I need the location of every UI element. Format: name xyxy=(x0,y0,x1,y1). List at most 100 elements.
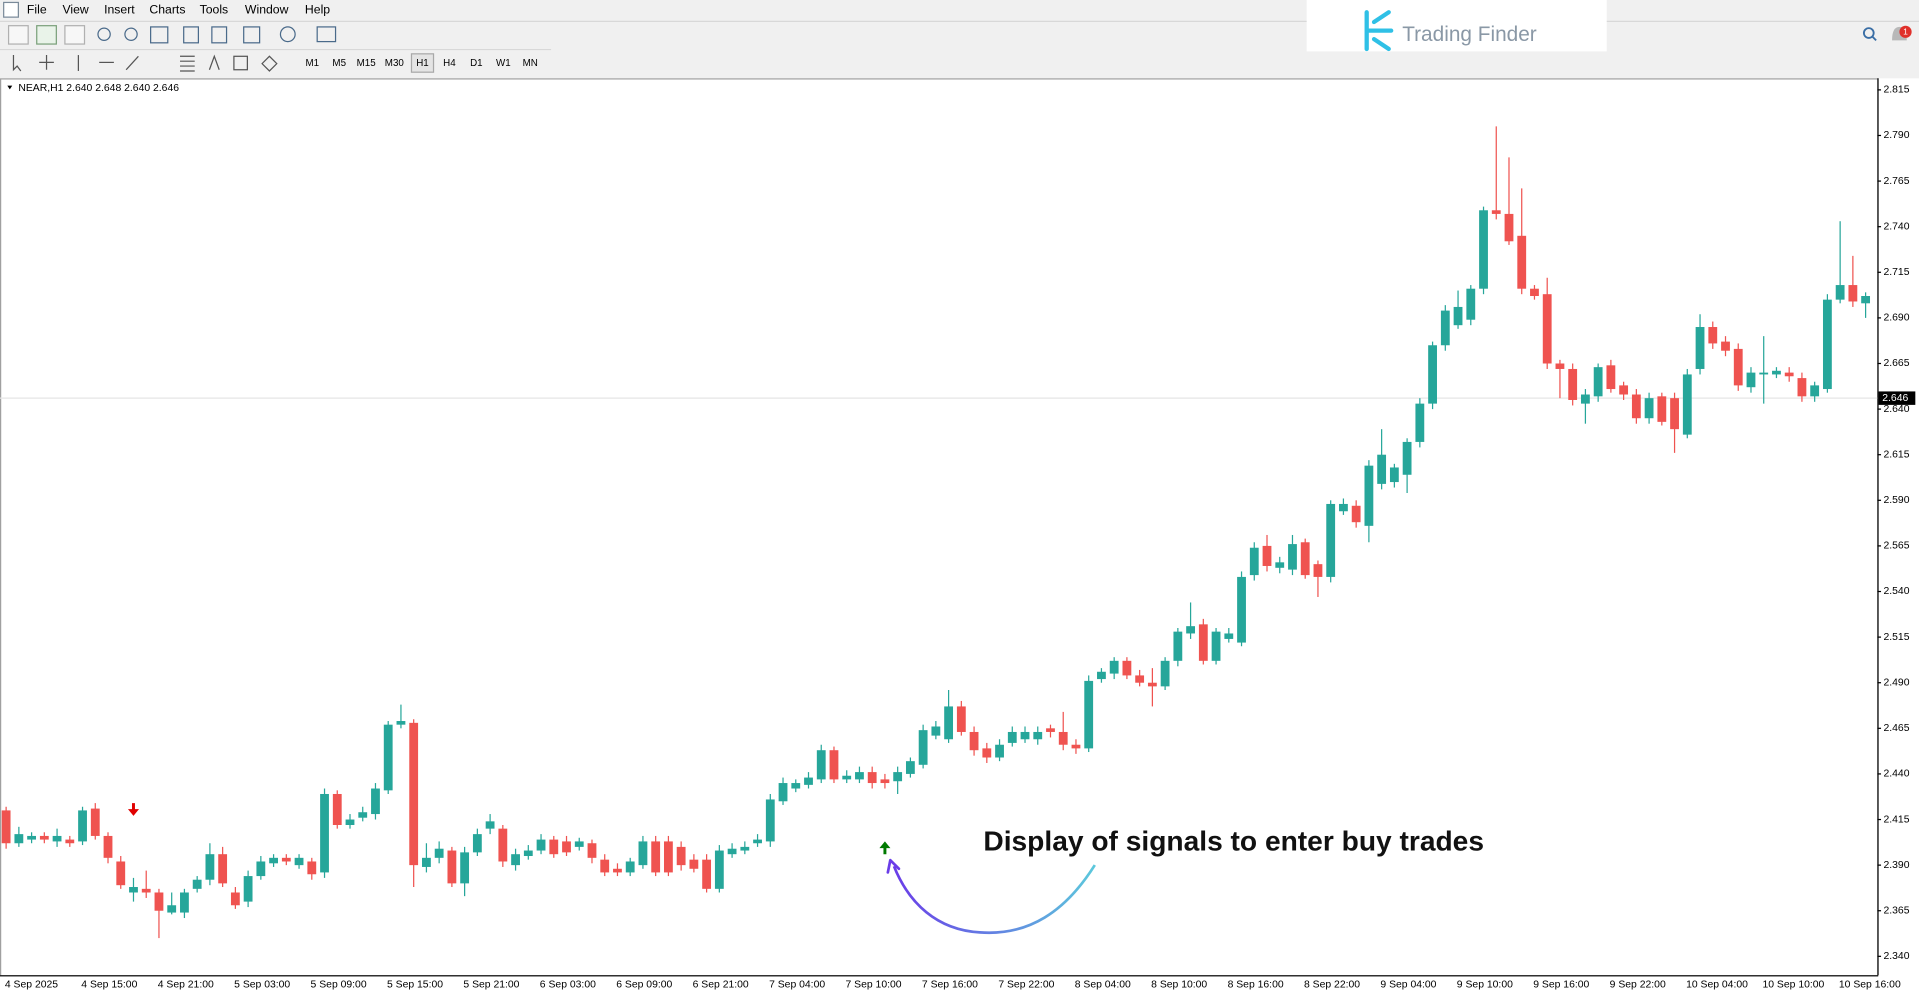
candle-body xyxy=(1211,631,1221,661)
candle-body xyxy=(65,839,75,844)
candle-body xyxy=(1135,675,1145,683)
annotation-arrow xyxy=(892,864,1096,935)
cursor-button[interactable] xyxy=(12,55,22,72)
menu-bar: File View Insert Charts Tools Window Help xyxy=(27,3,330,17)
candle-body xyxy=(1568,368,1578,400)
chart-bars-button[interactable] xyxy=(36,25,57,45)
candle-body xyxy=(230,892,240,906)
annotation-arrowhead xyxy=(886,858,901,874)
candle-body xyxy=(562,841,571,853)
timeframe-button[interactable]: W1 xyxy=(496,58,511,69)
menu-item[interactable]: View xyxy=(62,3,88,17)
candle-body xyxy=(90,808,100,836)
candle-body xyxy=(1109,660,1119,674)
new-chart-button[interactable] xyxy=(7,25,29,45)
x-tick-label: 5 Sep 03:00 xyxy=(234,980,290,991)
y-tick-label: 2.540 xyxy=(1883,586,1909,597)
candle-body xyxy=(651,841,661,873)
candle-body xyxy=(396,721,406,725)
candle-body xyxy=(1695,327,1705,369)
candle-body xyxy=(1835,285,1845,300)
x-tick-label: 7 Sep 16:00 xyxy=(922,980,978,991)
timeframe-button[interactable]: H4 xyxy=(443,58,456,69)
menu-item[interactable]: Insert xyxy=(104,3,135,17)
timeframe-button[interactable]: M15 xyxy=(357,58,377,69)
candle-body xyxy=(804,777,813,785)
candle-body xyxy=(791,783,801,789)
candle-body xyxy=(1733,348,1743,386)
candle-body xyxy=(1033,731,1043,740)
candle-body xyxy=(1631,394,1641,419)
standard-toolbar xyxy=(7,25,337,45)
zoom-out-button[interactable] xyxy=(124,27,138,41)
candle-body xyxy=(383,724,393,791)
chart-line-button[interactable] xyxy=(64,25,86,45)
app-icon xyxy=(3,1,19,18)
y-tick-label: 2.565 xyxy=(1883,541,1909,552)
timeframe-button[interactable]: MN xyxy=(523,58,538,69)
menu-item[interactable]: Help xyxy=(305,3,330,17)
menu-item[interactable]: Tools xyxy=(200,3,229,17)
candle-body xyxy=(676,846,686,866)
crosshair-button[interactable] xyxy=(39,55,54,70)
x-tick-label: 4 Sep 2025 xyxy=(5,980,58,991)
timeframe-button[interactable]: M1 xyxy=(305,58,319,69)
timeframe-button[interactable]: M5 xyxy=(332,58,346,69)
candle-body xyxy=(167,905,177,913)
timeframe-button[interactable]: M30 xyxy=(385,58,405,69)
candle-body xyxy=(1797,378,1807,397)
y-tick-label: 2.715 xyxy=(1883,267,1909,278)
shift-button[interactable] xyxy=(211,26,228,44)
candle-body xyxy=(1237,576,1246,643)
menu-item[interactable]: Charts xyxy=(149,3,185,17)
y-tick-label: 2.740 xyxy=(1883,221,1909,232)
y-tick-label: 2.590 xyxy=(1883,495,1909,506)
candle-body xyxy=(1517,235,1527,289)
candle-body xyxy=(1364,465,1374,526)
candle-body xyxy=(536,839,546,851)
arrows-button[interactable] xyxy=(261,55,278,72)
logo-text: Trading Finder xyxy=(1402,23,1537,46)
candle-body xyxy=(1313,564,1323,577)
fibonacci-button[interactable] xyxy=(180,55,195,72)
label-button[interactable] xyxy=(233,55,248,71)
candle-body xyxy=(485,821,495,829)
candle-body xyxy=(689,859,699,869)
text-button[interactable] xyxy=(208,54,220,70)
templates-button[interactable] xyxy=(316,26,337,43)
header-marker xyxy=(7,85,13,90)
candle-body xyxy=(1440,310,1450,346)
candle-body xyxy=(141,888,151,893)
candle-body xyxy=(600,859,610,873)
candle-body xyxy=(1020,731,1030,740)
indicators-button[interactable] xyxy=(243,26,261,44)
candle-body xyxy=(103,835,113,858)
zoom-in-button[interactable] xyxy=(97,27,111,41)
tile-windows-button[interactable] xyxy=(150,26,169,44)
candle-body xyxy=(765,799,775,842)
candle-body xyxy=(880,779,890,784)
candle-body xyxy=(829,750,839,780)
candle-body xyxy=(180,892,189,913)
candle-body xyxy=(447,850,457,884)
candle-body xyxy=(944,706,954,740)
timeframe-button[interactable]: H1 xyxy=(416,58,429,69)
search-handle xyxy=(1871,36,1877,42)
candle-body xyxy=(867,772,877,784)
scroll-button[interactable] xyxy=(183,26,200,44)
trendline-button[interactable] xyxy=(125,55,139,71)
y-tick-label: 2.415 xyxy=(1883,814,1909,825)
timeframe-button[interactable]: D1 xyxy=(470,58,483,69)
x-tick-label: 7 Sep 10:00 xyxy=(845,980,901,991)
candle-body xyxy=(1160,660,1170,687)
menu-item[interactable]: Window xyxy=(245,3,289,17)
candle-body xyxy=(740,846,750,851)
candle-body xyxy=(1772,370,1781,375)
menu-item[interactable]: File xyxy=(27,3,47,17)
candle-body xyxy=(1504,213,1514,242)
periods-button[interactable] xyxy=(279,26,296,43)
x-tick-label: 10 Sep 10:00 xyxy=(1762,980,1824,991)
candle-body xyxy=(1810,385,1820,397)
candle-body xyxy=(1670,398,1679,430)
search-button[interactable] xyxy=(1862,27,1875,39)
